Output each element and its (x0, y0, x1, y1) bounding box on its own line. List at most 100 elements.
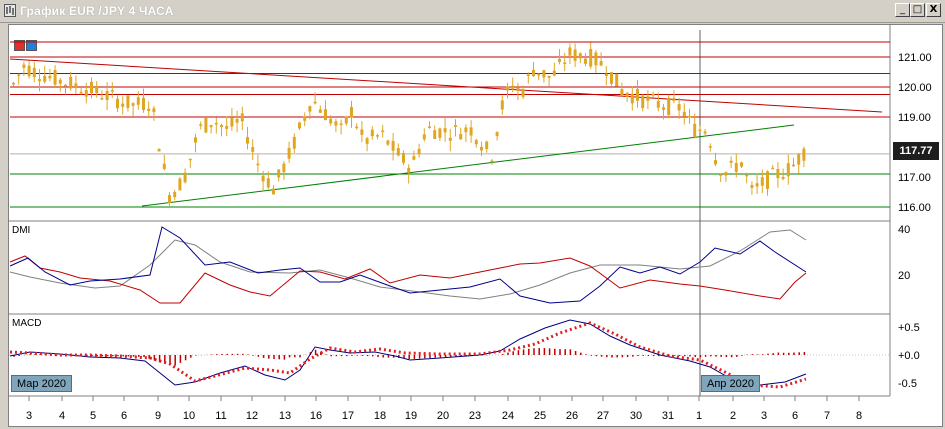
candle-body (136, 97, 140, 105)
candle-body (287, 147, 291, 159)
candle-body (95, 85, 99, 94)
candle-body (209, 125, 213, 128)
candle-body (464, 127, 468, 133)
candle-body (620, 88, 624, 96)
candle-body (381, 130, 385, 133)
x-axis-label: 6 (792, 410, 798, 422)
candle-body (589, 49, 593, 67)
price-label: 120.00 (898, 82, 932, 94)
minimize-button[interactable]: _ (895, 3, 910, 17)
x-axis-label: 2 (730, 410, 736, 422)
candle-body (672, 98, 676, 101)
candle-body (454, 125, 457, 127)
candle-body (760, 177, 764, 186)
candle-body (740, 162, 743, 167)
candle-body (480, 146, 483, 151)
candle-body (110, 90, 114, 92)
candle-body (651, 94, 655, 96)
candle-body (495, 132, 499, 137)
candle-body (38, 78, 41, 82)
x-axis-label: 24 (502, 410, 514, 422)
candle-body (750, 185, 754, 188)
candle-body (126, 95, 130, 108)
month-marker-april: Апр 2020 (701, 375, 760, 392)
candle-body (69, 76, 73, 89)
macd-y-label: -0.5 (898, 378, 917, 390)
candle-body (246, 137, 249, 144)
ascending-support-trendline[interactable] (141, 124, 795, 207)
red-toggle-icon[interactable] (14, 40, 25, 51)
x-axis-label: 17 (342, 410, 354, 422)
candle-body (79, 91, 83, 94)
x-axis-label: 19 (405, 410, 417, 422)
candle-body (724, 172, 728, 176)
candle-body (797, 154, 801, 165)
candle-body (573, 49, 577, 61)
price-label: 117.00 (898, 172, 931, 184)
price-label: 121.00 (898, 52, 932, 64)
candle-body (256, 163, 260, 166)
blue-toggle-icon[interactable] (26, 40, 37, 51)
candle-body (116, 98, 119, 109)
candle-body (22, 64, 26, 68)
x-axis-label: 26 (566, 410, 578, 422)
descending-resistance-trendline[interactable] (9, 58, 883, 113)
candle-body (412, 156, 416, 160)
candle-body (584, 58, 587, 64)
candle-body (428, 126, 431, 128)
x-axis-label: 12 (246, 410, 258, 422)
candle-body (48, 75, 52, 79)
candle-body (121, 103, 125, 107)
candle-body (511, 85, 515, 90)
candle-body (105, 91, 109, 100)
candle-body (58, 79, 62, 84)
candle-body (339, 123, 343, 125)
maximize-button[interactable]: □ (910, 3, 925, 17)
chart-color-toggles[interactable] (14, 38, 38, 56)
candle-body (448, 137, 452, 141)
candle-body (27, 65, 31, 77)
candle-body (433, 130, 437, 139)
macd-line (9, 319, 807, 386)
x-axis-label: 8 (856, 410, 862, 422)
macd-signal-line (9, 321, 807, 389)
candle-body (802, 148, 806, 161)
macd-y-label: +0.5 (898, 322, 920, 334)
candle-body (766, 171, 769, 189)
candle-body (490, 160, 494, 162)
candle-body (204, 118, 208, 133)
x-axis-label: 6 (121, 410, 127, 422)
candle-body (474, 140, 478, 145)
dmi-pane-label: DMI (12, 225, 30, 236)
candle-body (786, 163, 790, 177)
dmi-y-label: 20 (898, 270, 910, 282)
x-axis-labels: 3 4 5 6 9 10 11 12 13 16 17 18 19 20 23 24 25 26 27 30 31 1 2 3… (26, 396, 862, 422)
candle-body (261, 175, 265, 182)
candle-body (183, 172, 187, 183)
month-marker-march: Мар 2020 (11, 375, 73, 392)
candle-body (641, 95, 645, 109)
candle-body (677, 103, 681, 111)
close-button[interactable]: X (926, 3, 941, 17)
candle-body (188, 158, 192, 161)
dmi-minus-line (9, 255, 807, 304)
candle-body (391, 140, 395, 151)
candle-body (537, 73, 541, 76)
dmi-plus-line (9, 226, 807, 304)
candle-body (781, 176, 785, 180)
chart-area[interactable] (8, 24, 943, 427)
x-axis-label: 25 (534, 410, 546, 422)
candle-body (32, 67, 36, 78)
candle-body (344, 116, 348, 124)
candle-body (438, 128, 442, 138)
candle-body (443, 128, 447, 133)
candle-body (308, 106, 312, 112)
x-axis-label: 16 (310, 410, 322, 422)
candle-body (506, 86, 509, 91)
candle-body (43, 75, 47, 82)
x-axis-label: 1 (696, 410, 702, 422)
candle-body (147, 108, 151, 111)
dmi-y-label: 40 (898, 224, 910, 236)
candle-body (402, 153, 405, 163)
